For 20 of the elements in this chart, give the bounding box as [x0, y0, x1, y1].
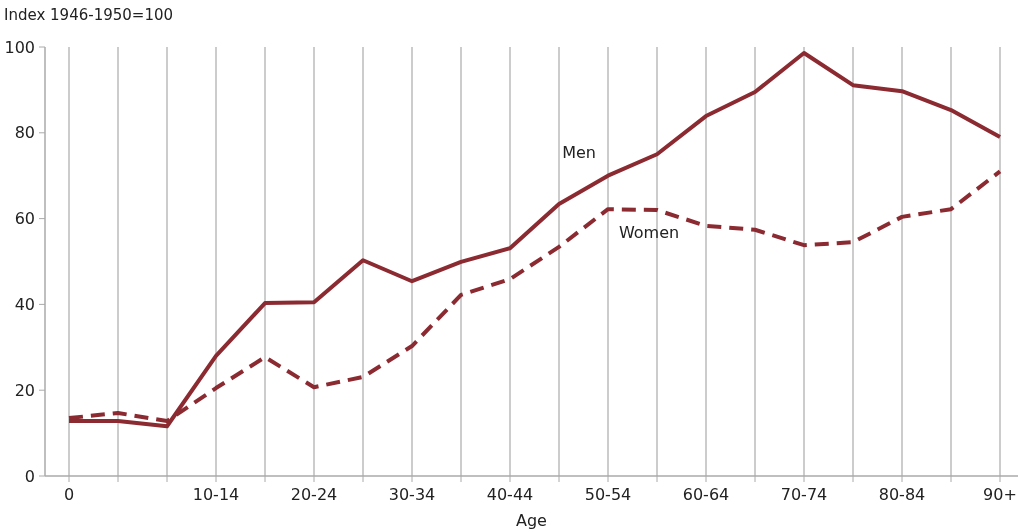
y-tick-label: 20	[14, 380, 35, 400]
x-tick-label: 40-44	[486, 485, 534, 504]
x-axis-title: Age	[516, 511, 547, 530]
x-tick-label: 60-64	[682, 485, 730, 504]
x-tick-label: 80-84	[878, 485, 926, 504]
x-tick-label: 0	[63, 485, 75, 504]
x-tick-label: 70-74	[780, 485, 828, 504]
y-tick-label: 40	[14, 295, 35, 314]
y-tick-label: 100	[4, 37, 35, 57]
y-tick-label: 80	[14, 123, 35, 143]
y-axis-title: Index 1946-1950=100	[4, 6, 174, 24]
series-label: Men	[562, 142, 596, 162]
y-tick-label: 60	[14, 209, 35, 229]
y-tick-label: 0	[24, 466, 35, 486]
series-label: Women	[618, 223, 680, 243]
x-tick-label: 10-14	[192, 485, 240, 504]
x-tick-label: 50-54	[584, 485, 632, 504]
x-tick-label: 30-34	[388, 485, 436, 504]
x-tick-label: 90+	[983, 485, 1017, 504]
x-tick-label: 20-24	[290, 485, 338, 504]
